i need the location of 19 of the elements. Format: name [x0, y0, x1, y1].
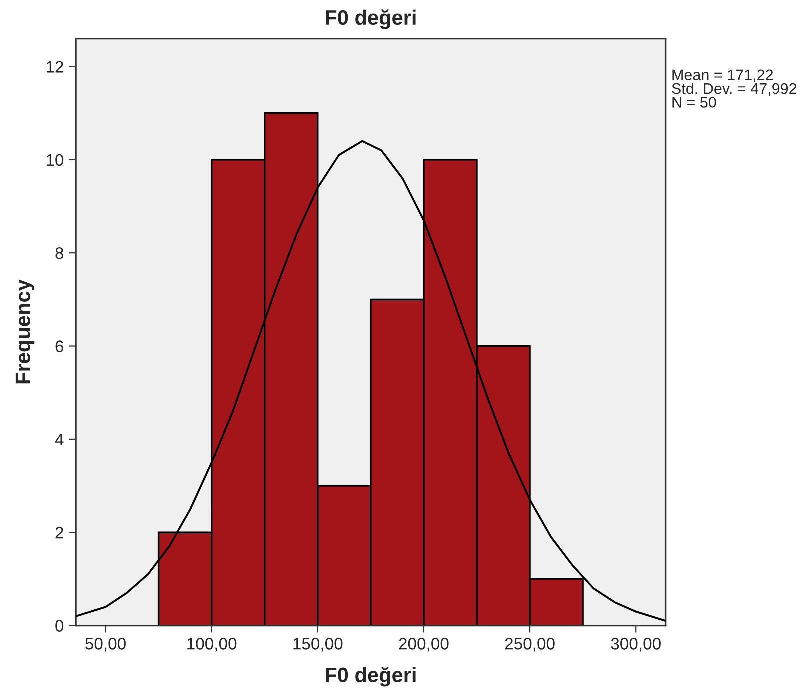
- x-tick-label: 50,00: [86, 638, 126, 652]
- x-tick-label: 200,00: [399, 638, 449, 652]
- x-tick-label: 100,00: [188, 638, 237, 652]
- y-tick-label: 12: [46, 61, 64, 73]
- x-tick-label: 150,00: [294, 638, 343, 652]
- y-tick-label: 6: [56, 340, 64, 352]
- y-tick-label: 10: [46, 154, 64, 166]
- text: Mean = 171,22: [672, 70, 774, 82]
- x-axis-title: F0 değeri: [326, 667, 416, 687]
- y-axis-title: Frequency: [16, 280, 35, 384]
- x-tick-label: 300,00: [611, 638, 661, 652]
- text: Std. Dev. = 47,992: [672, 82, 797, 96]
- y-tick-label: 2: [56, 527, 64, 539]
- x-tick-label: 250,00: [505, 638, 555, 652]
- y-tick-label: 4: [55, 434, 64, 446]
- y-tick-label: 8: [56, 248, 64, 260]
- chart-title: F0 değeri: [326, 10, 416, 30]
- text: N = 50: [672, 97, 716, 108]
- y-tick-label: 0: [56, 620, 64, 632]
